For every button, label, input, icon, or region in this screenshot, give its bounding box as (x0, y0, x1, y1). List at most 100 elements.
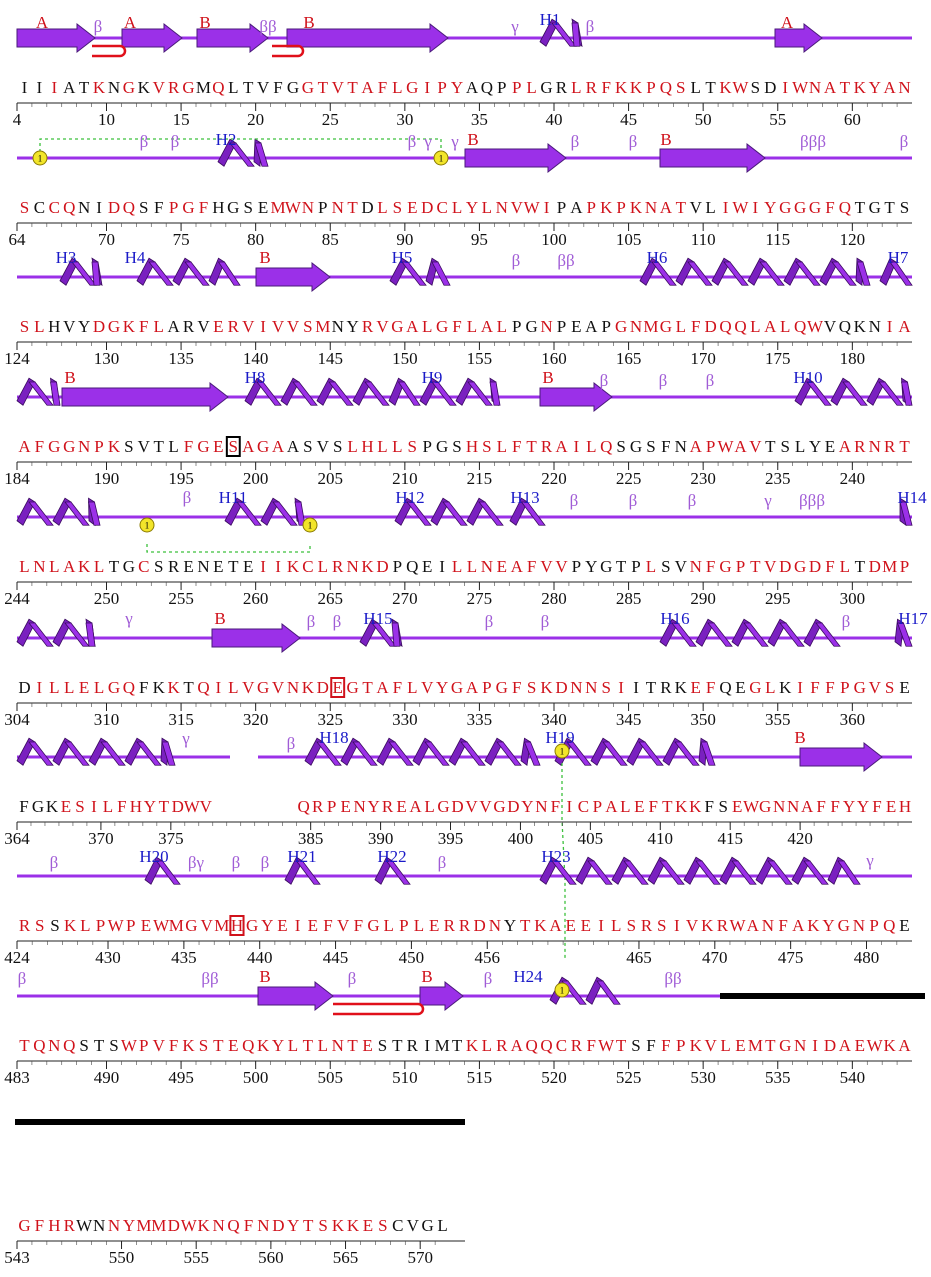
residue-letter: G (48, 437, 60, 456)
residue-letter: I (96, 198, 102, 217)
residue-letter: T (228, 557, 239, 576)
residue-letter: G (32, 797, 44, 816)
residue-letter: L (720, 1036, 730, 1055)
residue-letter: A (466, 78, 479, 97)
residue-letter: G (391, 317, 403, 336)
helix-front-segment (806, 381, 832, 406)
residue-letter: N (869, 437, 881, 456)
residue-letter: L (646, 557, 656, 576)
residue-letter: G (615, 317, 627, 336)
ruler-number: 535 (765, 1068, 791, 1087)
structure-label: H18 (319, 728, 348, 747)
structure-label: H6 (647, 248, 668, 267)
residue-letter: L (383, 916, 393, 935)
residue-letter: F (830, 797, 839, 816)
structure-label: β (18, 969, 27, 988)
residue-letter: N (332, 1036, 344, 1055)
residue-letter: E (333, 678, 343, 697)
residue-letter: P (169, 198, 178, 217)
residue-letter: Q (123, 198, 135, 217)
strand-arrow-icon (255, 261, 331, 293)
ruler-number: 220 (541, 469, 567, 488)
residue-letter: K (153, 678, 166, 697)
residue-letter: F (139, 678, 148, 697)
residue-letter: N (794, 1036, 806, 1055)
residue-letter: N (33, 557, 45, 576)
residue-letter: A (824, 78, 837, 97)
residue-letter: A (764, 317, 777, 336)
residue-letter: M (435, 1036, 450, 1055)
residue-letter: F (551, 797, 560, 816)
residue-letter: G (838, 916, 850, 935)
residue-letter: F (323, 916, 332, 935)
residue-letter: F (273, 78, 282, 97)
residue-letter: E (363, 1216, 373, 1235)
helix-front-segment (85, 622, 96, 647)
residue-letter: L (318, 1036, 328, 1055)
structure-label: β (261, 853, 270, 872)
residue-letter: L (228, 78, 238, 97)
residue-letter: P (840, 678, 849, 697)
residue-letter: S (199, 1036, 208, 1055)
residue-letter: P (631, 557, 640, 576)
residue-letter: T (855, 198, 866, 217)
residue-letter: C (578, 797, 589, 816)
residue-letter: F (244, 1216, 253, 1235)
ruler-number: 300 (840, 589, 866, 608)
residue-letter: D (809, 557, 821, 576)
structure-label: β (408, 132, 417, 151)
residue-letter: F (117, 797, 126, 816)
residue-letter: F (354, 916, 363, 935)
residue-letter: G (287, 78, 299, 97)
helix-front-segment (571, 22, 581, 47)
residue-letter: N (853, 916, 865, 935)
structure-label: B (421, 967, 432, 986)
residue-letter: N (535, 797, 547, 816)
residue-letter: S (393, 198, 402, 217)
residue-letter: K (883, 1036, 896, 1055)
residue-letter: K (466, 1036, 479, 1055)
residue-letter: R (168, 557, 180, 576)
structure-label: β (94, 17, 103, 36)
residue-letter: R (641, 916, 653, 935)
residue-letter: Y (78, 317, 90, 336)
residue-letter: L (377, 437, 387, 456)
residue-letter: Q (794, 317, 806, 336)
ruler-number: 95 (471, 230, 488, 249)
residue-letter: E (735, 678, 745, 697)
structure-label: H10 (793, 368, 822, 387)
ruler-number: 210 (392, 469, 418, 488)
residue-letter: W (153, 916, 170, 935)
structure-label: ββ (201, 969, 218, 988)
helix-front-segment (671, 622, 697, 647)
residue-letter: R (496, 1036, 508, 1055)
ruler-number: 520 (541, 1068, 567, 1087)
residue-letter: R (332, 557, 344, 576)
helix-front-segment (28, 381, 54, 406)
residue-letter: V (138, 437, 151, 456)
residue-letter: N (353, 797, 365, 816)
residue-letter: A (734, 437, 747, 456)
ruler-number: 215 (467, 469, 493, 488)
residue-letter: T (159, 797, 170, 816)
residue-letter: E (855, 1036, 865, 1055)
helix-front-segment (397, 381, 421, 406)
ruler-number: 505 (318, 1068, 344, 1087)
residue-letter: F (872, 797, 881, 816)
residue-letter: K (675, 797, 688, 816)
structure-label: H23 (541, 847, 570, 866)
residue-letter: E (213, 557, 223, 576)
strand-arrow-icon (419, 980, 464, 1012)
residue-letter: T (19, 1036, 30, 1055)
residue-letter: L (392, 78, 402, 97)
residue-letter: Q (242, 1036, 254, 1055)
residue-letter: R (64, 1216, 76, 1235)
residue-letter: N (346, 557, 358, 576)
helix-front-segment (401, 261, 427, 286)
residue-letter: Y (466, 198, 478, 217)
residue-letter: Y (123, 1216, 135, 1235)
residue-letter: A (549, 916, 562, 935)
residue-letter: M (748, 1036, 763, 1055)
residue-letter: I (439, 557, 445, 576)
structure-label: β (438, 853, 447, 872)
